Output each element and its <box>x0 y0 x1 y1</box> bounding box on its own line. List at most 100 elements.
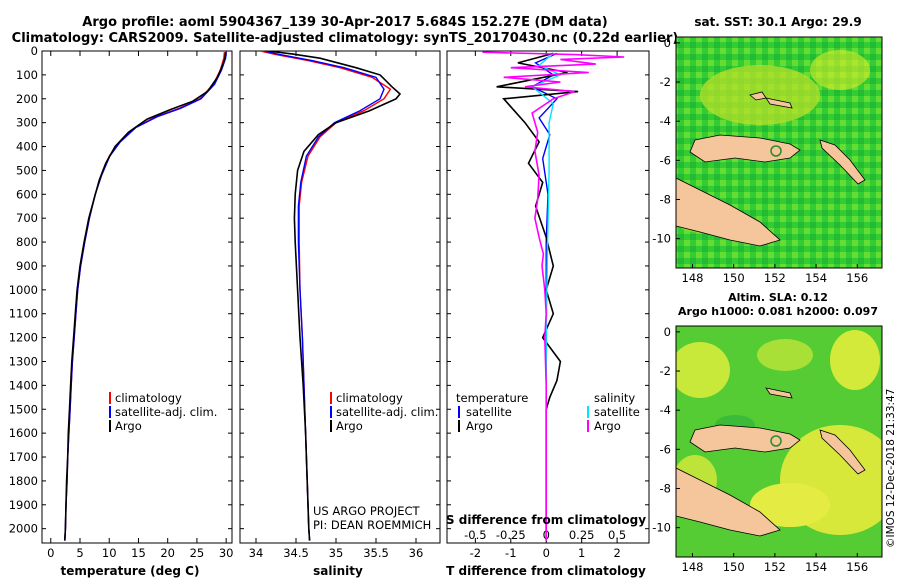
map-y-tick-label: -6 <box>660 442 671 456</box>
legend-climatology: climatology <box>115 391 182 405</box>
map-y-tick-label: 0 <box>664 36 671 50</box>
land-new-guinea <box>676 177 781 247</box>
depth-tick-label: 1400 <box>9 378 38 392</box>
map-y-tick-label: -4 <box>660 403 671 417</box>
x-tick-label: 1 <box>578 546 585 560</box>
footer-credit: ©IMOS 12-Dec-2018 21:33:47 <box>885 389 897 548</box>
depth-axis: 0 100 200 300 400 500 600 700 800 900 1000 1100 1200… <box>9 44 649 536</box>
x-tick-label: 25 <box>190 546 205 560</box>
legend-s-satellite: satellite <box>594 405 640 419</box>
sst-map <box>676 37 882 268</box>
x-tick-label: 2 <box>613 546 620 560</box>
land-new-ireland <box>765 97 793 109</box>
sla-blob <box>750 483 830 527</box>
x-tick-label: -2 <box>470 546 481 560</box>
map-x-tick-label: 150 <box>723 560 745 574</box>
x-tick-label: -1 <box>505 546 516 560</box>
sla-map-frame <box>675 325 883 558</box>
map-y-tick-label: -10 <box>652 232 671 246</box>
x-tick-label: 20 <box>160 546 175 560</box>
panel-series-group <box>64 52 227 541</box>
series-argo <box>267 51 402 541</box>
legend-satellite: satellite-adj. clim. <box>115 405 217 419</box>
map-y-tick-label: -2 <box>660 364 671 378</box>
map-y-tick-label: -2 <box>660 75 671 89</box>
salinity-legend: climatology satellite-adj. clim. Argo <box>330 391 438 433</box>
map-x-tick-label: 152 <box>764 560 786 574</box>
land-new-ireland <box>765 387 793 399</box>
depth-tick-label: 1900 <box>9 498 38 512</box>
depth-tick-label: 200 <box>16 92 38 106</box>
land-bougainville <box>819 139 866 185</box>
header-title-line2: Climatology: CARS2009. Satellite-adjuste… <box>12 31 679 46</box>
depth-tick-label: 1000 <box>9 283 38 297</box>
map-x-tick-label: 156 <box>846 560 868 574</box>
difference-legend-temperature: temperature satellite Argo <box>456 391 528 433</box>
depth-tick-label: 100 <box>16 68 38 82</box>
panel-series-group <box>482 51 625 541</box>
s-tick-label: 0.5 <box>608 528 626 542</box>
series-layer <box>64 51 625 541</box>
temperature-legend: climatology satellite-adj. clim. Argo <box>109 391 217 433</box>
depth-tick-label: 1200 <box>9 331 38 345</box>
sla-map-title1: Altim. SLA: 0.12 <box>728 291 828 304</box>
legend-argo: Argo <box>115 419 142 433</box>
land-bougainville <box>819 429 866 475</box>
sla-blob <box>757 339 813 371</box>
x-tick-label: 30 <box>219 546 234 560</box>
depth-tick-label: 800 <box>16 235 38 249</box>
sla-map-axes: 148 150 152 154 156 0 -2 -4 -6 -8 -10 <box>652 325 868 574</box>
s-tick-label: -0.25 <box>496 528 526 542</box>
credit-project: US ARGO PROJECT <box>313 504 421 518</box>
depth-tick-label: 1500 <box>9 402 38 416</box>
sla-map <box>676 326 882 557</box>
legend-t-satellite: satellite <box>466 405 512 419</box>
map-x-tick-label: 150 <box>723 271 745 285</box>
depth-tick-label: 0 <box>31 44 38 58</box>
map-x-tick-label: 148 <box>682 560 704 574</box>
x-tick-label: 34.5 <box>283 546 309 560</box>
land-new-guinea <box>676 467 781 537</box>
legend-salinity-title: salinity <box>594 391 635 405</box>
header-title-line1: Argo profile: aoml 5904367_139 30-Apr-20… <box>82 15 607 30</box>
sst-map-axes: 148 150 152 154 156 0 -2 -4 -6 -8 -10 <box>652 36 868 285</box>
series-salinity-argo <box>482 51 625 541</box>
temperature-panel <box>41 50 233 544</box>
land-island <box>749 91 767 101</box>
sst-map-title: sat. SST: 30.1 Argo: 29.9 <box>694 15 861 29</box>
x-tick-label: 0 <box>47 546 54 560</box>
x-tick-label: 36 <box>409 546 424 560</box>
sst-warm-patch <box>810 50 870 90</box>
t-difference-x-axis: -2 -1 0 1 2 <box>470 51 621 560</box>
depth-tick-label: 400 <box>16 140 38 154</box>
map-y-tick-label: -8 <box>660 481 671 495</box>
x-tick-label: 15 <box>131 546 146 560</box>
t-difference-axis-label: T difference from climatology <box>446 564 646 578</box>
depth-tick-label: 900 <box>16 259 38 273</box>
salinity-axis-label: salinity <box>313 564 363 578</box>
legend-argo: Argo <box>336 419 363 433</box>
s-difference-axis-label: S difference from climatology <box>446 513 646 527</box>
depth-tick-label: 500 <box>16 163 38 177</box>
x-tick-label: 0 <box>543 546 550 560</box>
s-tick-label: -0.5 <box>464 528 486 542</box>
map-x-tick-label: 152 <box>764 271 786 285</box>
x-tick-label: 10 <box>102 546 117 560</box>
legend-t-argo: Argo <box>466 419 493 433</box>
depth-tick-label: 1300 <box>9 354 38 368</box>
sla-map-title2: Argo h1000: 0.081 h2000: 0.097 <box>678 305 878 318</box>
map-x-tick-label: 154 <box>805 560 827 574</box>
sla-blob <box>676 342 730 398</box>
argo-float-marker <box>770 435 782 447</box>
depth-tick-label: 700 <box>16 211 38 225</box>
legend-satellite: satellite-adj. clim. <box>336 405 438 419</box>
sst-map-frame <box>675 36 883 269</box>
map-y-tick-label: -8 <box>660 192 671 206</box>
x-tick-label: 35.5 <box>363 546 389 560</box>
depth-tick-label: 600 <box>16 187 38 201</box>
map-x-tick-label: 148 <box>682 271 704 285</box>
salinity-panel <box>239 50 441 544</box>
series-argo <box>64 52 227 541</box>
x-tick-label: 34 <box>249 546 264 560</box>
